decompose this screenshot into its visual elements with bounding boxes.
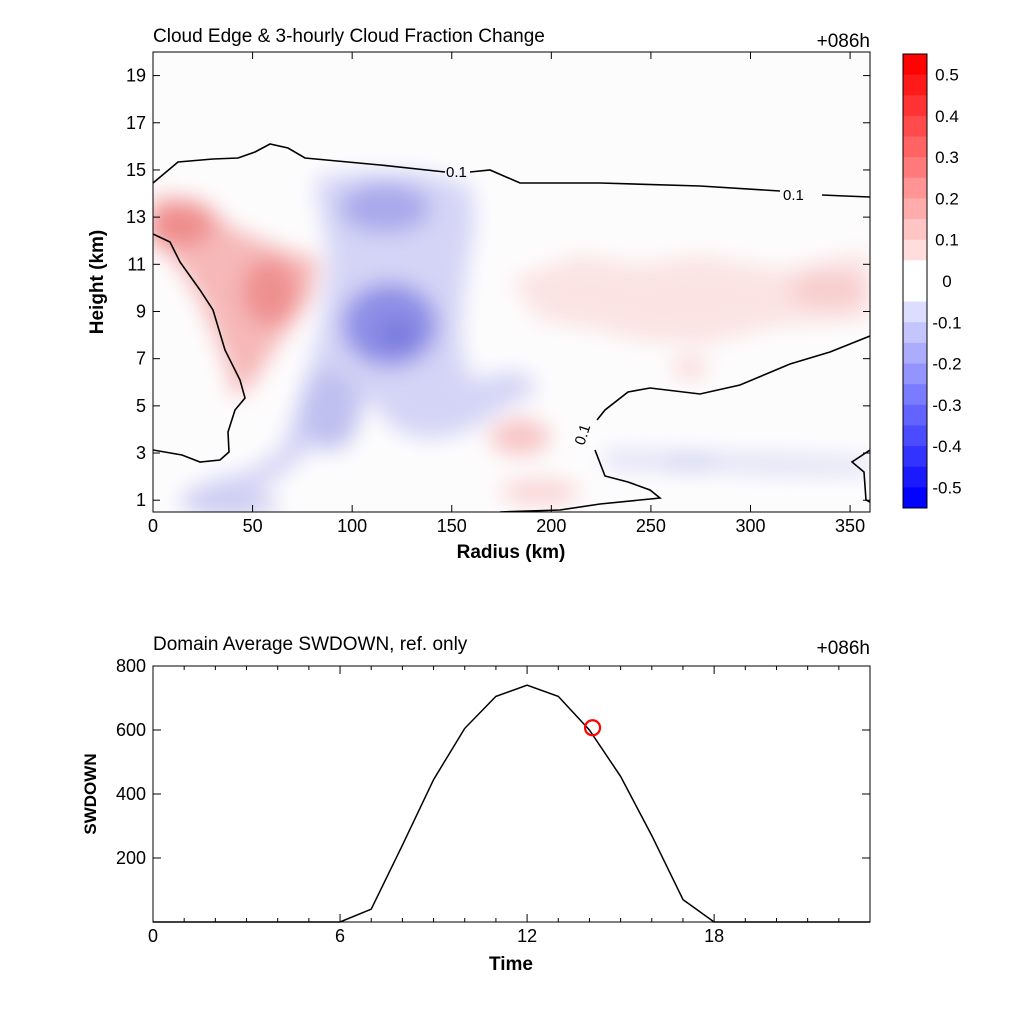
colorbar-bin: [903, 95, 927, 117]
colorbar-bin: [903, 446, 927, 468]
colorbar-bin: [903, 115, 927, 138]
heatmap-ytick-label: 1: [136, 490, 146, 510]
colorbar-label: 0.5: [935, 66, 959, 85]
line-ytick-label: 800: [116, 656, 146, 676]
line-xtick-label: 0: [148, 926, 158, 946]
colorbar-bin: [903, 466, 927, 488]
line-chart: Domain Average SWDOWN, ref. only +086h 0…: [81, 634, 871, 975]
colorbar-label: -0.2: [932, 355, 961, 374]
heatmap-title: Cloud Edge & 3-hourly Cloud Fraction Cha…: [153, 26, 545, 47]
line-time-label: +086h: [817, 638, 870, 659]
heatmap-ytick-label: 13: [126, 207, 146, 227]
heatmap-chart: Cloud Edge & 3-hourly Cloud Fraction Cha…: [87, 26, 962, 563]
current-time-marker: [583, 719, 602, 737]
colorbar: 0.5 0.4 0.3 0.2 0.1 0 -0.1 -0.2 -0.3 -0.4 -0.5: [902, 53, 962, 509]
colorbar-bin: [903, 198, 927, 220]
heatmap-xtick-label: 0: [148, 516, 158, 536]
contour-label-2: 0.1: [783, 187, 804, 204]
heatmap-xtick-label: 250: [636, 516, 666, 536]
colorbar-frame: [902, 53, 928, 509]
colorbar-bin: [903, 342, 927, 365]
colorbar-bin: [903, 404, 927, 426]
colorbar-label: -0.1: [932, 313, 961, 332]
line-ytick-label: 400: [116, 784, 146, 804]
positive-core-60km: [242, 258, 298, 326]
heatmap-xlabel: Radius (km): [457, 542, 566, 563]
positive-core-upper-left: [153, 203, 214, 247]
heatmap-xtick-label: 150: [437, 516, 467, 536]
line-title: Domain Average SWDOWN, ref. only: [153, 634, 468, 655]
cloud-edge-contour-right: [499, 335, 870, 512]
weak-negative-band: [600, 450, 870, 475]
weak-positive-small: [672, 358, 708, 378]
weak-negative-bottom-left: [180, 495, 280, 512]
heatmap-xtick-label: 100: [337, 516, 367, 536]
colorbar-bin: [903, 157, 927, 179]
positive-region-left: [153, 195, 320, 400]
cloud-edge-contour-left: [153, 233, 246, 463]
heatmap-xtick-label: 300: [735, 516, 765, 536]
contour-label-1: 0.1: [446, 164, 467, 181]
heatmap-ytick-label: 17: [126, 113, 146, 133]
colorbar-bin: [903, 177, 927, 199]
weak-negative-band-core: [660, 458, 720, 468]
line-xlabel: Time: [489, 954, 533, 975]
colorbar-label: -0.5: [932, 478, 961, 497]
colorbar-bin: [903, 219, 927, 241]
colorbar-label: 0.1: [935, 231, 959, 250]
colorbar-label: 0.3: [935, 148, 959, 167]
colorbar-bin: [903, 487, 927, 509]
heatmap-ytick-label: 9: [136, 301, 146, 321]
colorbar-bin: [903, 384, 927, 406]
colorbar-bin: [903, 301, 927, 323]
colorbar-bin: [903, 281, 927, 303]
negative-mid: [300, 370, 360, 450]
heatmap-time-label: +086h: [817, 31, 870, 52]
colorbar-label: 0.2: [935, 189, 959, 208]
weak-positive-bottom: [500, 480, 580, 504]
colorbar-bin: [903, 239, 927, 261]
colorbar-label: 0.4: [935, 107, 959, 126]
line-xtick-label: 6: [335, 926, 345, 946]
heatmap-xtick-label: 50: [243, 516, 263, 536]
colorbar-bin: [903, 54, 927, 76]
line-ytick-label: 600: [116, 720, 146, 740]
heatmap-ytick-label: 3: [136, 443, 146, 463]
colorbar-bin: [903, 136, 927, 158]
line-frame: [152, 665, 871, 923]
heatmap-ytick-label: 11: [127, 254, 146, 274]
swdown-series-line: [153, 684, 870, 923]
heatmap-xtick-label: 350: [835, 516, 865, 536]
cloud-edge-contour-upper: [153, 143, 870, 198]
negative-core-strong: [379, 321, 415, 347]
colorbar-label: 0: [942, 272, 951, 291]
colorbar-bin: [903, 260, 927, 282]
negative-upper: [340, 183, 430, 233]
heatmap-ytick-label: 15: [126, 160, 146, 180]
line-axes: 0 6 12 18 200 400 600 800: [116, 656, 871, 946]
colorbar-bin: [903, 322, 927, 344]
heatmap-ytick-label: 5: [136, 396, 146, 416]
colorbar-bin: [903, 74, 927, 96]
colorbar-bin: [903, 363, 927, 385]
heatmap-frame: [152, 51, 871, 513]
line-ytick-label: 200: [116, 848, 146, 868]
heatmap-ylabel: Height (km): [87, 230, 108, 335]
colorbar-label: -0.3: [932, 396, 961, 415]
colorbar-label: -0.4: [932, 437, 961, 456]
heatmap-ytick-label: 19: [126, 66, 146, 86]
heatmap-xtick-label: 200: [536, 516, 566, 536]
heatmap-ytick-label: 7: [136, 349, 146, 369]
weak-positive-300km: [790, 272, 870, 308]
contour-label-3: 0.1: [572, 422, 595, 447]
line-ylabel: SWDOWN: [81, 753, 100, 834]
line-xtick-label: 12: [517, 926, 537, 946]
weak-positive-right: [510, 250, 870, 345]
weak-positive-185km: [490, 419, 550, 455]
colorbar-bin: [903, 425, 927, 447]
heatmap-field: [153, 172, 870, 512]
line-xtick-label: 18: [704, 926, 724, 946]
